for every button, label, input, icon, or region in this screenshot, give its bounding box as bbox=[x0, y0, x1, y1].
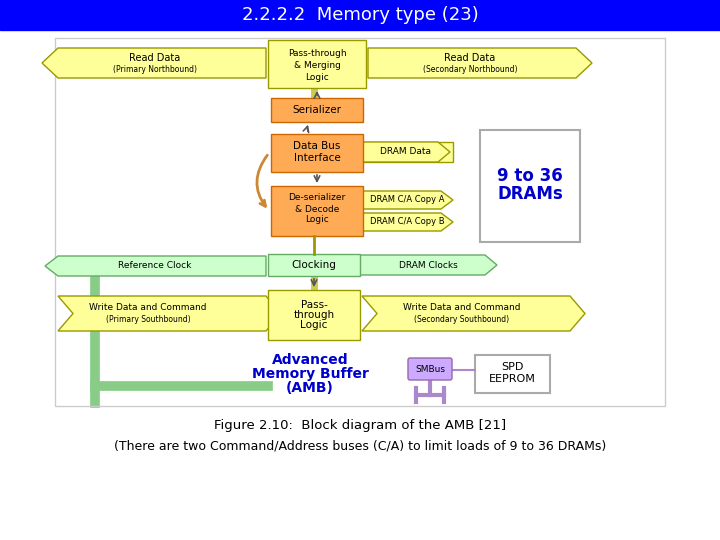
Text: Interface: Interface bbox=[294, 153, 341, 163]
Text: (Secondary Northbound): (Secondary Northbound) bbox=[423, 64, 517, 73]
Polygon shape bbox=[363, 191, 453, 209]
Text: DRAM Data: DRAM Data bbox=[379, 147, 431, 157]
Text: (AMB): (AMB) bbox=[286, 381, 334, 395]
Bar bbox=[268, 290, 360, 340]
Text: DRAM C/A Copy A: DRAM C/A Copy A bbox=[370, 195, 444, 205]
Text: EEPROM: EEPROM bbox=[489, 374, 536, 384]
Text: DRAM C/A Copy B: DRAM C/A Copy B bbox=[369, 218, 444, 226]
Bar bbox=[480, 130, 580, 242]
Polygon shape bbox=[368, 48, 592, 78]
Polygon shape bbox=[363, 213, 453, 231]
Text: Pass-through: Pass-through bbox=[288, 50, 346, 58]
Text: Read Data: Read Data bbox=[444, 53, 495, 63]
Polygon shape bbox=[42, 48, 266, 78]
Text: (There are two Command/Address buses (C/A) to limit loads of 9 to 36 DRAMs): (There are two Command/Address buses (C/… bbox=[114, 440, 606, 453]
Bar bbox=[271, 134, 363, 172]
Bar bbox=[363, 142, 453, 162]
Text: Logic: Logic bbox=[300, 320, 328, 330]
Text: Read Data: Read Data bbox=[130, 53, 181, 63]
Text: De-serializer: De-serializer bbox=[289, 193, 346, 202]
Bar bbox=[55, 38, 665, 406]
Polygon shape bbox=[360, 255, 497, 275]
Text: & Merging: & Merging bbox=[294, 62, 341, 71]
Text: Data Bus: Data Bus bbox=[293, 141, 341, 151]
Text: Memory Buffer: Memory Buffer bbox=[251, 367, 369, 381]
Text: Advanced: Advanced bbox=[271, 353, 348, 367]
Text: Logic: Logic bbox=[305, 215, 329, 225]
Text: Write Data and Command: Write Data and Command bbox=[89, 303, 207, 312]
Text: Pass-: Pass- bbox=[300, 300, 328, 310]
Bar bbox=[271, 98, 363, 122]
Text: DRAM Clocks: DRAM Clocks bbox=[399, 260, 457, 269]
Bar bbox=[475, 355, 550, 393]
Text: Logic: Logic bbox=[305, 73, 329, 83]
Text: 2.2.2.2  Memory type (23): 2.2.2.2 Memory type (23) bbox=[242, 6, 478, 24]
Polygon shape bbox=[363, 142, 450, 162]
Bar bbox=[271, 186, 363, 236]
Bar bbox=[268, 40, 366, 88]
Text: through: through bbox=[294, 310, 335, 320]
FancyBboxPatch shape bbox=[0, 0, 720, 30]
Text: Clocking: Clocking bbox=[292, 260, 336, 270]
Bar bbox=[268, 254, 360, 276]
Text: Write Data and Command: Write Data and Command bbox=[403, 303, 521, 312]
Text: SMBus: SMBus bbox=[415, 366, 445, 375]
Text: DRAMs: DRAMs bbox=[497, 185, 563, 203]
Polygon shape bbox=[58, 296, 281, 331]
Text: Serializer: Serializer bbox=[292, 105, 341, 115]
Text: 9 to 36: 9 to 36 bbox=[497, 167, 563, 185]
Text: SPD: SPD bbox=[501, 362, 523, 372]
Text: (Primary Southbound): (Primary Southbound) bbox=[106, 315, 190, 324]
FancyBboxPatch shape bbox=[408, 358, 452, 380]
Text: Reference Clock: Reference Clock bbox=[118, 261, 192, 271]
Text: & Decode: & Decode bbox=[294, 205, 339, 213]
Polygon shape bbox=[45, 256, 266, 276]
Text: (Secondary Southbound): (Secondary Southbound) bbox=[415, 315, 510, 324]
Text: Figure 2.10:  Block diagram of the AMB [21]: Figure 2.10: Block diagram of the AMB [2… bbox=[214, 420, 506, 433]
Polygon shape bbox=[362, 296, 585, 331]
Text: (Primary Northbound): (Primary Northbound) bbox=[113, 64, 197, 73]
